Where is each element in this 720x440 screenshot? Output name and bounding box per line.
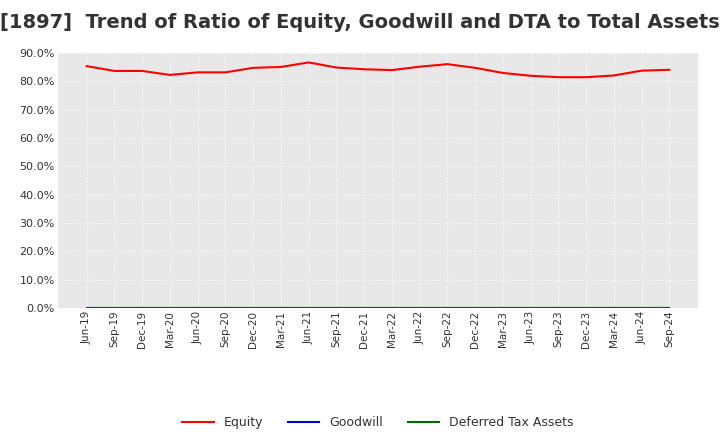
Equity bbox=[138, 68, 147, 73]
Goodwill bbox=[276, 305, 285, 311]
Equity bbox=[332, 65, 341, 70]
Equity bbox=[276, 64, 285, 70]
Goodwill bbox=[166, 305, 174, 311]
Equity bbox=[221, 70, 230, 75]
Deferred Tax Assets bbox=[110, 305, 119, 311]
Goodwill bbox=[194, 305, 202, 311]
Deferred Tax Assets bbox=[415, 305, 424, 311]
Goodwill bbox=[665, 305, 674, 311]
Text: [1897]  Trend of Ratio of Equity, Goodwill and DTA to Total Assets: [1897] Trend of Ratio of Equity, Goodwil… bbox=[0, 13, 720, 32]
Goodwill bbox=[249, 305, 258, 311]
Equity bbox=[471, 65, 480, 70]
Goodwill bbox=[360, 305, 369, 311]
Equity bbox=[387, 67, 396, 73]
Goodwill bbox=[609, 305, 618, 311]
Deferred Tax Assets bbox=[498, 305, 507, 311]
Equity bbox=[415, 64, 424, 70]
Deferred Tax Assets bbox=[166, 305, 174, 311]
Deferred Tax Assets bbox=[665, 305, 674, 311]
Goodwill bbox=[221, 305, 230, 311]
Goodwill bbox=[637, 305, 646, 311]
Deferred Tax Assets bbox=[194, 305, 202, 311]
Goodwill bbox=[526, 305, 535, 311]
Deferred Tax Assets bbox=[82, 305, 91, 311]
Goodwill bbox=[582, 305, 590, 311]
Equity bbox=[249, 65, 258, 70]
Deferred Tax Assets bbox=[443, 305, 451, 311]
Equity bbox=[305, 60, 313, 65]
Goodwill bbox=[554, 305, 562, 311]
Goodwill bbox=[471, 305, 480, 311]
Equity bbox=[637, 68, 646, 73]
Deferred Tax Assets bbox=[276, 305, 285, 311]
Equity bbox=[609, 73, 618, 78]
Equity bbox=[526, 73, 535, 78]
Deferred Tax Assets bbox=[249, 305, 258, 311]
Deferred Tax Assets bbox=[582, 305, 590, 311]
Equity bbox=[443, 62, 451, 67]
Goodwill bbox=[332, 305, 341, 311]
Deferred Tax Assets bbox=[471, 305, 480, 311]
Equity bbox=[554, 74, 562, 80]
Equity bbox=[82, 63, 91, 69]
Deferred Tax Assets bbox=[138, 305, 147, 311]
Deferred Tax Assets bbox=[526, 305, 535, 311]
Line: Equity: Equity bbox=[86, 62, 670, 77]
Deferred Tax Assets bbox=[221, 305, 230, 311]
Goodwill bbox=[387, 305, 396, 311]
Deferred Tax Assets bbox=[637, 305, 646, 311]
Legend: Equity, Goodwill, Deferred Tax Assets: Equity, Goodwill, Deferred Tax Assets bbox=[177, 411, 579, 434]
Deferred Tax Assets bbox=[332, 305, 341, 311]
Deferred Tax Assets bbox=[305, 305, 313, 311]
Deferred Tax Assets bbox=[360, 305, 369, 311]
Goodwill bbox=[82, 305, 91, 311]
Goodwill bbox=[138, 305, 147, 311]
Equity bbox=[110, 68, 119, 73]
Goodwill bbox=[110, 305, 119, 311]
Equity bbox=[360, 66, 369, 72]
Equity bbox=[498, 70, 507, 76]
Goodwill bbox=[415, 305, 424, 311]
Equity bbox=[166, 72, 174, 77]
Deferred Tax Assets bbox=[387, 305, 396, 311]
Deferred Tax Assets bbox=[609, 305, 618, 311]
Equity bbox=[665, 67, 674, 73]
Equity bbox=[582, 74, 590, 80]
Equity bbox=[194, 70, 202, 75]
Goodwill bbox=[443, 305, 451, 311]
Goodwill bbox=[498, 305, 507, 311]
Deferred Tax Assets bbox=[554, 305, 562, 311]
Goodwill bbox=[305, 305, 313, 311]
